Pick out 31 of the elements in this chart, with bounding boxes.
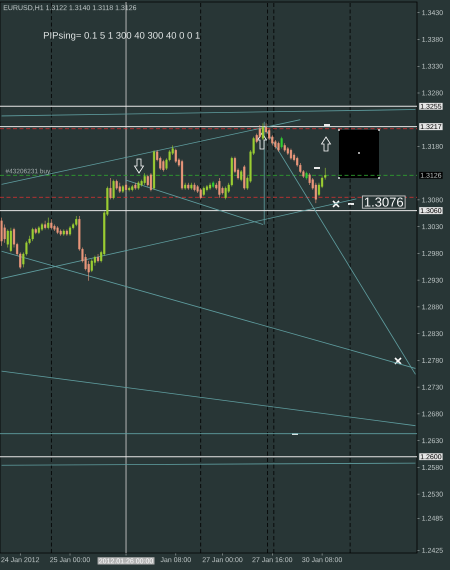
candlestick [90,259,93,272]
candlestick [258,124,261,139]
candlestick [109,178,112,200]
candlestick [277,141,280,152]
candlestick [200,188,202,200]
candlestick [280,136,283,149]
candlestick [10,227,12,253]
candlestick [218,178,220,198]
candlestick [202,186,205,196]
candlestick [68,226,72,236]
candlestick [290,148,292,160]
candlestick [150,172,152,192]
candlestick [75,216,78,226]
candlestick [118,182,121,194]
candlestick [174,148,177,164]
candlestick [6,229,9,248]
candlestick [32,227,34,242]
candlestick [224,186,227,200]
candlestick [262,123,264,140]
candlestick [47,217,50,230]
annotation: 1.3076 [364,197,404,207]
candlestick [50,218,52,230]
candlestick [116,179,118,190]
candlestick [144,172,146,186]
candlestick [240,170,242,182]
candlestick [112,179,115,200]
candlestick [4,224,6,244]
candlestick [146,174,149,187]
candlestick [162,160,164,172]
candlestick [0,217,3,246]
candlestick [243,164,246,190]
